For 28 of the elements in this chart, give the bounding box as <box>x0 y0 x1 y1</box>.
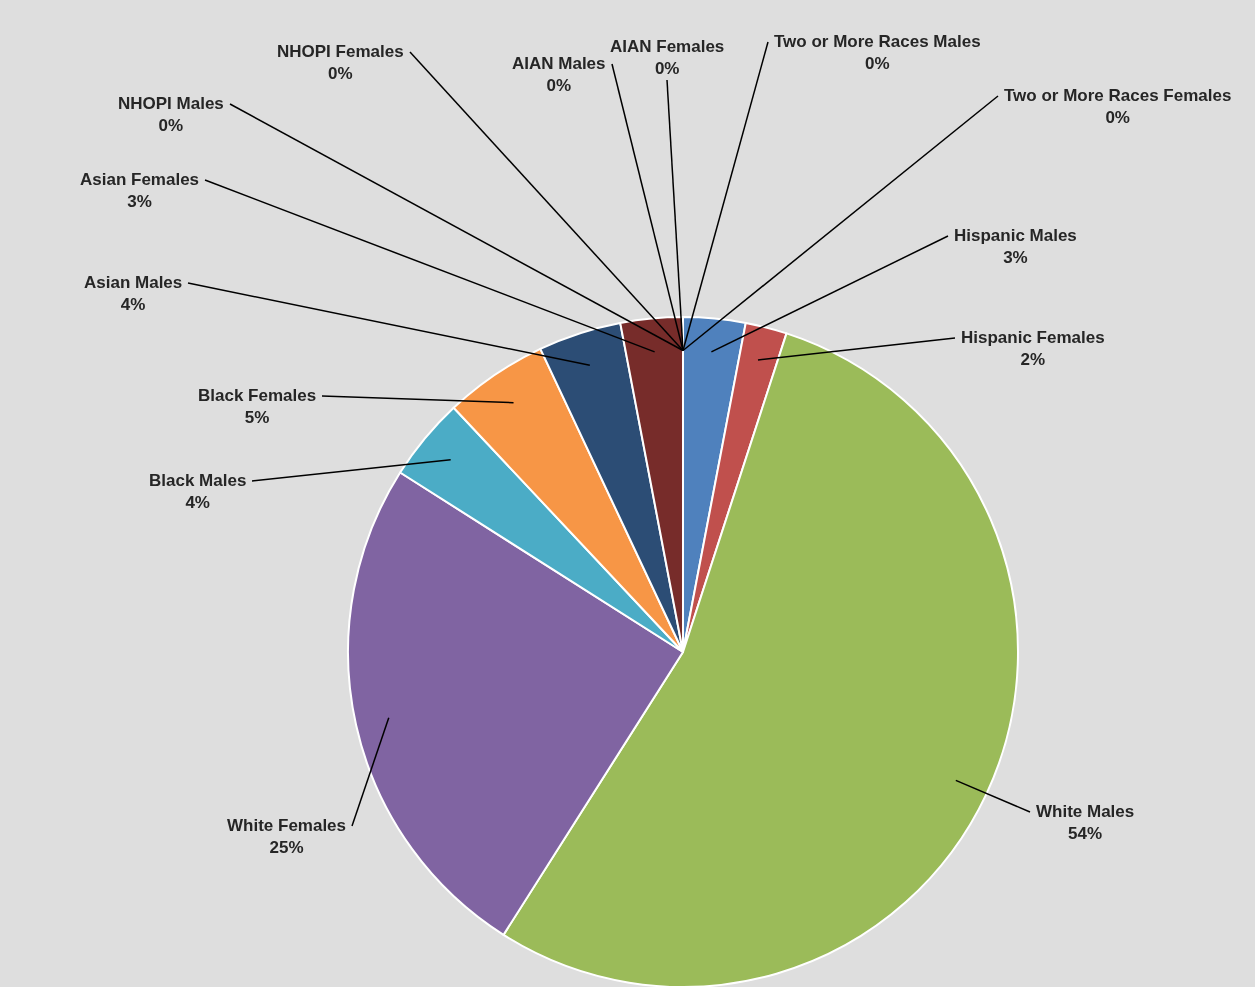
category-label: Two or More Races Females <box>1004 86 1232 105</box>
data-label: 2% <box>1020 350 1046 370</box>
text: 0% <box>1105 108 1130 128</box>
data-label: 5% <box>244 408 270 428</box>
text: 0% <box>546 76 572 96</box>
data-label: 4% <box>120 295 146 315</box>
slice-label: Asian Females <box>80 170 200 189</box>
text: 0% <box>328 64 353 84</box>
category-label: Two or More Races Males <box>774 32 981 51</box>
text: 0% <box>158 116 184 136</box>
data-label: 3% <box>1003 248 1028 268</box>
slice-label: White Females <box>227 816 347 835</box>
data-label: 4% <box>185 493 210 513</box>
category-label: AIAN Males <box>512 54 606 73</box>
data-label: 54% <box>1068 824 1103 844</box>
text: 0% <box>865 54 890 74</box>
category-label: AIAN Females <box>610 37 725 56</box>
data-label: 25% <box>269 838 304 858</box>
data-label: 3% <box>127 192 152 212</box>
slice-label: Asian Males <box>84 273 183 292</box>
slice-label: Black Females <box>198 386 317 405</box>
category-label: NHOPI Males <box>118 94 224 113</box>
slice-label: Black Males <box>149 471 247 490</box>
slice-label: Hispanic Females <box>961 328 1105 347</box>
text: 0% <box>654 59 680 79</box>
category-label: NHOPI Females <box>277 42 404 61</box>
slice-label: White Males <box>1036 802 1135 821</box>
slice-label: Hispanic Males <box>954 226 1077 245</box>
